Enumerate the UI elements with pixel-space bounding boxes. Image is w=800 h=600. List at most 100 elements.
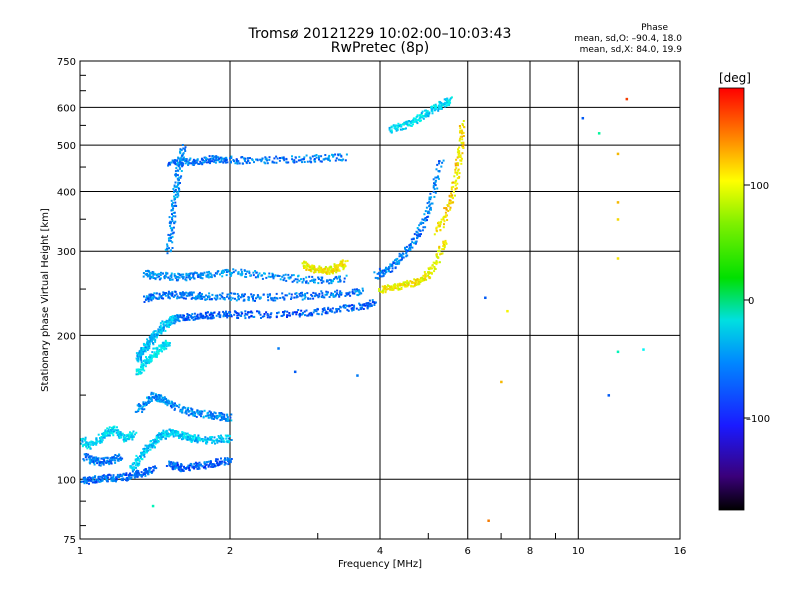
- colorbar-unit: [deg]: [719, 71, 751, 85]
- data-point: [301, 293, 304, 296]
- data-point: [382, 288, 385, 290]
- data-point: [223, 415, 226, 418]
- data-point: [147, 270, 150, 273]
- data-point: [89, 447, 92, 450]
- data-point: [419, 281, 422, 283]
- data-point: [332, 280, 334, 283]
- data-point: [99, 464, 102, 467]
- data-point: [173, 467, 176, 470]
- data-point: [306, 262, 309, 265]
- data-point: [151, 442, 154, 445]
- data-point: [95, 441, 98, 444]
- data-point: [316, 312, 319, 315]
- data-point: [195, 463, 198, 466]
- data-point: [92, 457, 95, 460]
- data-point: [86, 476, 89, 479]
- data-point: [446, 101, 449, 103]
- data-point: [168, 428, 171, 431]
- data-point: [142, 362, 145, 365]
- data-point: [439, 101, 442, 104]
- data-point: [187, 316, 190, 319]
- data-point: [176, 185, 178, 188]
- data-point: [255, 271, 258, 274]
- data-point: [114, 459, 116, 462]
- data-point: [156, 332, 159, 335]
- data-point: [397, 283, 399, 286]
- data-point: [167, 402, 170, 405]
- data-point: [201, 465, 204, 468]
- data-point: [302, 158, 305, 161]
- data-point: [87, 443, 90, 446]
- data-point: [459, 135, 462, 138]
- data-point: [412, 118, 415, 121]
- data-point: [112, 434, 115, 437]
- data-point: [318, 292, 321, 295]
- data-point: [187, 273, 190, 276]
- data-point: [403, 283, 406, 286]
- data-point: [454, 164, 457, 167]
- data-point: [391, 263, 394, 266]
- data-point: [264, 162, 267, 165]
- data-point: [151, 276, 154, 278]
- data-point: [429, 206, 432, 209]
- data-point: [411, 285, 414, 288]
- data-point: [201, 297, 204, 300]
- data-point: [317, 276, 320, 279]
- data-point: [344, 260, 347, 263]
- data-point: [317, 278, 320, 280]
- data-point: [137, 409, 140, 412]
- data-point: [91, 442, 94, 445]
- data-point: [221, 416, 223, 419]
- data-point: [139, 353, 141, 356]
- data-point: [142, 275, 145, 278]
- data-point: [402, 256, 405, 259]
- data-point: [350, 307, 353, 310]
- data-point: [298, 315, 301, 318]
- data-point: [172, 405, 175, 408]
- data-point: [226, 269, 229, 272]
- data-point: [328, 271, 331, 274]
- data-point: [115, 431, 118, 434]
- data-point: [194, 298, 197, 301]
- data-point: [146, 449, 149, 452]
- data-point: [180, 161, 183, 164]
- data-point: [236, 316, 238, 319]
- data-point: [230, 413, 233, 416]
- y-tick-label: 300: [57, 247, 76, 258]
- data-point: [175, 173, 178, 176]
- data-point: [150, 294, 152, 297]
- data-point: [157, 435, 160, 438]
- data-point: [176, 405, 179, 407]
- data-point: [210, 298, 213, 300]
- data-point: [420, 222, 423, 225]
- data-point: [93, 463, 96, 466]
- data-point: [82, 437, 84, 440]
- data-point: [326, 311, 329, 314]
- data-point: [203, 461, 206, 464]
- data-point: [232, 159, 235, 161]
- data-point: [154, 442, 157, 445]
- data-point: [260, 158, 263, 161]
- data-point: [427, 114, 429, 117]
- data-point: [118, 476, 121, 479]
- data-point: [616, 152, 620, 156]
- data-point: [194, 461, 197, 464]
- data-point: [211, 413, 214, 416]
- data-point: [117, 455, 120, 458]
- data-point: [135, 466, 137, 469]
- data-point: [229, 461, 232, 464]
- data-point: [157, 297, 160, 300]
- data-point: [223, 159, 226, 162]
- data-point: [281, 314, 284, 317]
- data-point: [389, 288, 392, 291]
- data-point: [422, 278, 425, 281]
- data-point: [309, 297, 312, 300]
- data-point: [191, 163, 194, 166]
- data-point: [209, 414, 212, 416]
- data-point: [212, 440, 215, 443]
- x-tick-label: 2: [227, 546, 233, 557]
- data-point: [139, 349, 142, 352]
- data-point: [252, 316, 255, 318]
- data-point: [318, 295, 321, 298]
- data-point: [279, 297, 282, 299]
